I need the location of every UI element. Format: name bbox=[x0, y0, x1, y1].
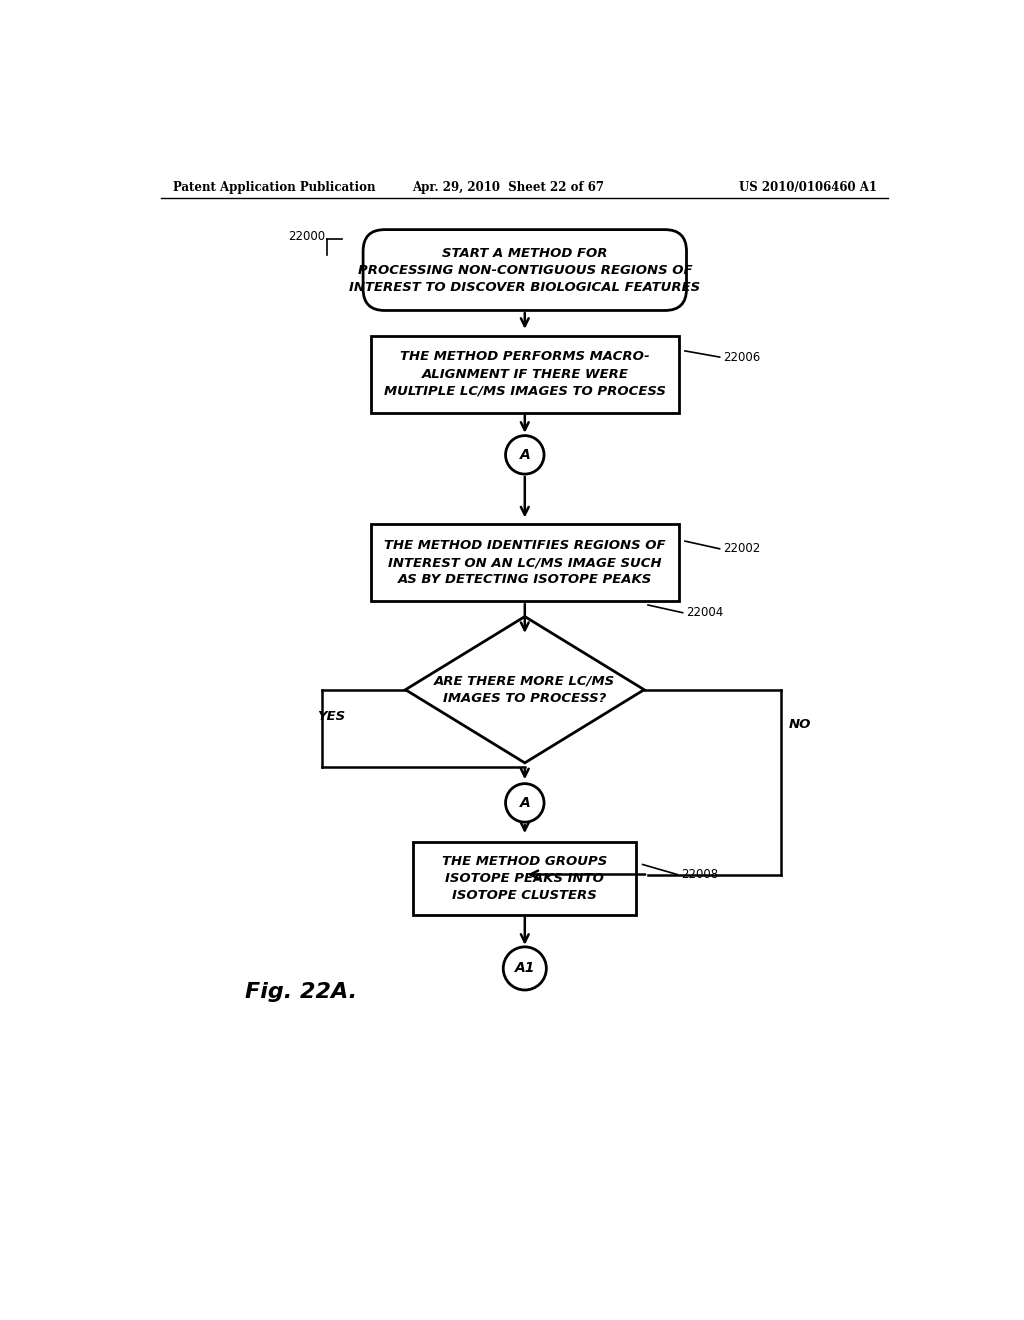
Circle shape bbox=[506, 436, 544, 474]
Text: A: A bbox=[519, 796, 530, 810]
Bar bbox=[371, 524, 679, 601]
Text: ARE THERE MORE LC/MS
IMAGES TO PROCESS?: ARE THERE MORE LC/MS IMAGES TO PROCESS? bbox=[434, 675, 615, 705]
Text: THE METHOD IDENTIFIES REGIONS OF
INTEREST ON AN LC/MS IMAGE SUCH
AS BY DETECTING: THE METHOD IDENTIFIES REGIONS OF INTERES… bbox=[384, 539, 666, 586]
Text: 22008: 22008 bbox=[681, 869, 718, 880]
Text: A1: A1 bbox=[515, 961, 535, 975]
Bar bbox=[371, 335, 679, 412]
Text: Apr. 29, 2010  Sheet 22 of 67: Apr. 29, 2010 Sheet 22 of 67 bbox=[412, 181, 604, 194]
Text: 22002: 22002 bbox=[724, 543, 761, 556]
Text: 22006: 22006 bbox=[724, 351, 761, 363]
Circle shape bbox=[503, 946, 547, 990]
Text: YES: YES bbox=[317, 710, 346, 723]
Text: THE METHOD PERFORMS MACRO-
ALIGNMENT IF THERE WERE
MULTIPLE LC/MS IMAGES TO PROC: THE METHOD PERFORMS MACRO- ALIGNMENT IF … bbox=[384, 351, 666, 397]
Text: THE METHOD GROUPS
ISOTOPE PEAKS INTO
ISOTOPE CLUSTERS: THE METHOD GROUPS ISOTOPE PEAKS INTO ISO… bbox=[442, 855, 607, 902]
FancyBboxPatch shape bbox=[364, 230, 686, 310]
Polygon shape bbox=[406, 616, 644, 763]
Text: US 2010/0106460 A1: US 2010/0106460 A1 bbox=[739, 181, 878, 194]
Circle shape bbox=[506, 784, 544, 822]
Text: 22004: 22004 bbox=[686, 606, 724, 619]
Text: 22000: 22000 bbox=[288, 231, 326, 243]
Text: NO: NO bbox=[788, 718, 811, 731]
Text: Patent Application Publication: Patent Application Publication bbox=[173, 181, 376, 194]
Text: START A METHOD FOR
PROCESSING NON-CONTIGUOUS REGIONS OF
INTEREST TO DISCOVER BIO: START A METHOD FOR PROCESSING NON-CONTIG… bbox=[349, 247, 700, 293]
Text: Fig. 22A.: Fig. 22A. bbox=[245, 982, 356, 1002]
Bar bbox=[413, 842, 637, 915]
Text: A: A bbox=[519, 447, 530, 462]
